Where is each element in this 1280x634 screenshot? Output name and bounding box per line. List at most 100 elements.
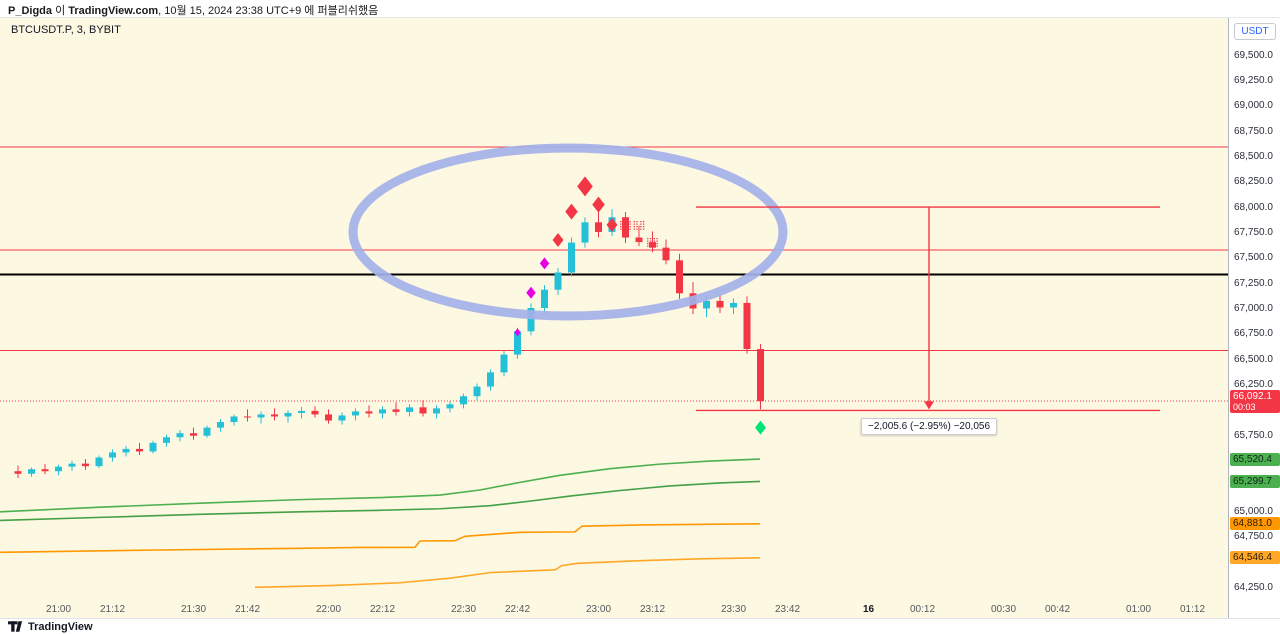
chart-pane[interactable]: ⣿⣿ ⣿⣿ ⣿⣿ BTCUSDT.P, 3, BYBIT −2,005.6 (−2.… — [0, 18, 1228, 618]
time-axis-label: 23:30 — [720, 604, 747, 615]
time-axis-label: 00:12 — [909, 604, 936, 615]
candle-body — [595, 222, 602, 232]
ellipse-annotation[interactable] — [348, 143, 788, 321]
candle-body — [433, 408, 440, 414]
candle-body — [338, 415, 346, 421]
price-axis-label: 65,750.0 — [1234, 429, 1273, 441]
price-axis-label: 67,750.0 — [1234, 226, 1273, 238]
tradingview-brand-text[interactable]: TradingView — [28, 620, 93, 633]
marker-diamond-icon — [552, 233, 564, 248]
candle-body — [419, 407, 427, 414]
time-axis-label: 21:00 — [45, 604, 72, 615]
candle-body — [203, 427, 211, 436]
candle-body — [473, 386, 481, 397]
publish-site: TradingView.com — [68, 5, 159, 17]
candle-body — [757, 349, 764, 402]
candle-body — [446, 404, 454, 409]
price-axis-label: 69,250.0 — [1234, 74, 1273, 86]
candle-body — [622, 217, 629, 238]
time-axis-label: 21:30 — [180, 604, 207, 615]
marker-lattice-icon: ⣿⣿ — [646, 237, 659, 248]
candle-body — [352, 411, 359, 416]
candle-body — [149, 442, 157, 452]
candle-body — [568, 242, 575, 273]
candle-body — [487, 372, 494, 387]
publish-bar: P_Digda 이 TradingView.com, 10월 15, 2024 … — [0, 0, 1280, 18]
candle-body — [500, 354, 508, 373]
candle-body — [163, 437, 170, 443]
price-axis-label: 66,250.0 — [1234, 379, 1273, 391]
marker-diamond-icon — [539, 257, 550, 270]
price-axis-label: 68,750.0 — [1234, 125, 1273, 137]
candle-body — [379, 409, 386, 414]
candle-body — [514, 331, 521, 355]
candle-body — [716, 300, 724, 308]
time-axis-label: 00:30 — [990, 604, 1017, 615]
price-axis-label: 67,500.0 — [1234, 252, 1273, 264]
candle-body — [392, 409, 400, 412]
candle-body — [190, 433, 197, 436]
candle-body — [244, 416, 251, 418]
marker-diamond-icon — [514, 328, 521, 337]
candle-body — [662, 247, 670, 261]
time-axis[interactable]: 21:00 21:12 21:30 21:42 22:00 22:12 22:30 22:42… — [0, 600, 1228, 618]
candle-body — [284, 412, 292, 417]
marker-diamond-icon — [755, 420, 766, 435]
price-axis-label: 66,750.0 — [1234, 328, 1273, 340]
candle-body — [460, 396, 467, 405]
price-chart[interactable]: ⣿⣿ ⣿⣿⣿⣿ — [0, 18, 1228, 600]
chart-legend[interactable]: BTCUSDT.P, 3, BYBIT — [11, 24, 121, 36]
ma-line-green-fast — [0, 458, 761, 513]
price-axis-label: 69,000.0 — [1234, 100, 1273, 112]
candle-body — [14, 471, 22, 474]
time-axis-label: 22:30 — [450, 604, 477, 615]
price-axis-label: 67,250.0 — [1234, 277, 1273, 289]
price-axis[interactable]: USDT 69,500.0 69,250.0 69,000.0 68,750.0 68,… — [1228, 18, 1280, 618]
ma-line-orange-fast — [0, 523, 761, 554]
time-axis-label: 23:12 — [639, 604, 666, 615]
currency-toggle-button[interactable]: USDT — [1234, 23, 1276, 40]
price-axis-label: 66,500.0 — [1234, 353, 1273, 365]
measure-arrow-head-icon — [924, 401, 934, 410]
time-axis-label: 22:42 — [504, 604, 531, 615]
candle-body — [298, 410, 305, 413]
candle-body — [122, 448, 130, 453]
candle-body — [325, 414, 332, 421]
candle-body — [527, 307, 535, 332]
candle-body — [82, 463, 89, 467]
time-axis-label: 22:12 — [369, 604, 396, 615]
candle-body — [541, 289, 548, 308]
publish-author: P_Digda — [8, 5, 53, 17]
candle-body — [257, 414, 265, 418]
marker-diamond-icon — [606, 217, 618, 232]
candle-body — [703, 300, 710, 309]
ma-line-green-slow — [0, 480, 761, 522]
candle-body — [55, 466, 62, 472]
marker-diamond-icon — [577, 176, 593, 197]
time-axis-label: 23:42 — [774, 604, 801, 615]
price-axis-label: 64,250.0 — [1234, 581, 1273, 593]
candle-body — [743, 302, 751, 350]
candle-body — [676, 260, 683, 294]
candle-body — [176, 433, 184, 438]
candle-body — [554, 272, 562, 290]
candle-body — [635, 237, 643, 243]
price-badge: 64,881.0 — [1230, 517, 1280, 531]
price-badge: 66,092.1 00:03 — [1230, 390, 1280, 414]
price-badge: 64,546.4 — [1230, 551, 1280, 565]
candle-body — [406, 407, 413, 412]
candle-body — [271, 414, 278, 417]
marker-diamond-icon — [592, 196, 605, 213]
time-axis-label: 16 — [862, 604, 875, 615]
candle-body — [217, 422, 224, 428]
time-axis-label: 23:00 — [585, 604, 612, 615]
candle-body — [136, 448, 143, 452]
price-badge: 65,299.7 — [1230, 474, 1280, 488]
candle-body — [311, 410, 319, 415]
publish-rest: , 10월 15, 2024 23:38 UTC+9 에 퍼블리쉬했음 — [158, 5, 379, 17]
price-axis-label: 68,250.0 — [1234, 176, 1273, 188]
tradingview-logo-icon[interactable] — [8, 621, 24, 632]
marker-diamond-icon — [565, 203, 578, 220]
price-axis-label: 67,000.0 — [1234, 303, 1273, 314]
candle-body — [649, 242, 656, 248]
